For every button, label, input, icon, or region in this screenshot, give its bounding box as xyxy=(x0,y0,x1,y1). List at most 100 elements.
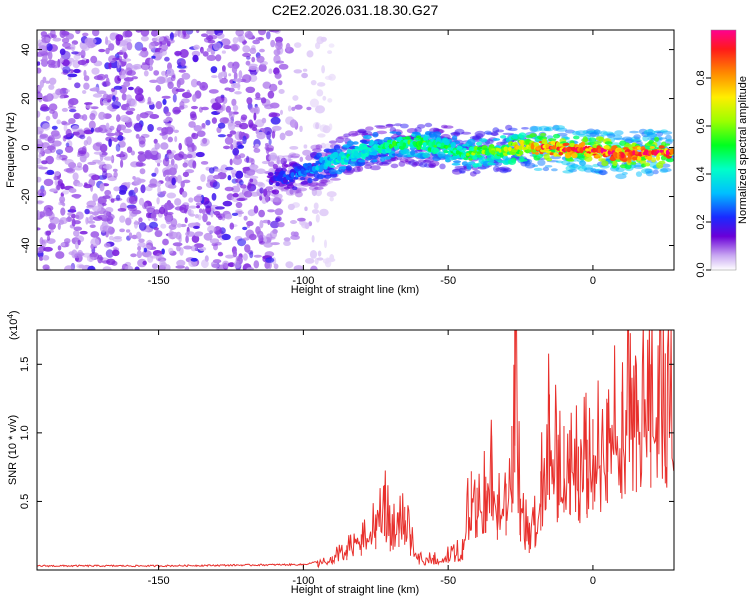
spectrogram-noise-blob xyxy=(208,167,215,174)
spectrogram-noise-blob xyxy=(249,251,254,259)
spectrogram-noise-blob xyxy=(270,242,280,246)
spectrogram-noise-blob xyxy=(210,66,218,74)
spectrogram-noise-blob xyxy=(287,105,292,112)
spectrogram-noise-blob xyxy=(167,136,173,143)
spectrogram-noise-blob xyxy=(213,210,221,216)
spectrogram-noise-blob xyxy=(253,112,257,121)
spectrogram-noise-blob xyxy=(310,265,318,270)
spectrogram-noise-blob xyxy=(180,60,186,67)
spectrogram-noise-blob xyxy=(274,73,282,79)
spectrogram-chart: -150 -100 -50 0 40 20 0 -20 -40 Height of strai… xyxy=(5,29,675,296)
spectrogram-noise-blob xyxy=(263,241,273,248)
spectrogram-noise-blob xyxy=(193,44,200,50)
spectrogram-noise-blob xyxy=(201,259,209,269)
spectrogram-noise-blob xyxy=(196,80,202,86)
spectrogram-noise-blob xyxy=(246,224,250,229)
spectrogram-ridge-blob xyxy=(429,160,440,167)
spectrogram-noise-blob xyxy=(176,223,182,228)
spectrogram-noise-blob xyxy=(265,143,269,147)
spectrogram-noise-blob xyxy=(62,66,71,74)
spectrogram-noise-blob xyxy=(268,113,276,118)
spectrogram-ridge-blob xyxy=(498,148,502,153)
spectrogram-noise-blob xyxy=(225,105,232,113)
spectrogram-ridge-blob xyxy=(279,174,283,181)
spectrogram-noise-blob xyxy=(224,186,234,192)
spectrogram-ridge-blob xyxy=(459,170,466,174)
spectrogram-noise-blob xyxy=(106,105,113,111)
snr-y-tick-label: 1.5 xyxy=(19,357,31,372)
spectrogram-noise-blob xyxy=(96,90,107,95)
spectrogram-ridge-blob xyxy=(597,148,601,154)
spectrogram-noise-blob xyxy=(256,55,265,63)
spectrogram-noise-blob xyxy=(221,50,226,54)
spectrogram-noise-blob xyxy=(265,257,275,263)
spectrogram-noise-blob xyxy=(317,250,322,257)
spectrogram-noise-blob xyxy=(130,150,135,156)
spectrogram-ridge-blob xyxy=(615,173,627,180)
spectrogram-noise-blob xyxy=(118,185,128,193)
spectrogram-noise-blob xyxy=(125,217,132,226)
spectrogram-noise-blob xyxy=(265,194,269,203)
spectrogram-noise-blob xyxy=(243,215,248,221)
spectrogram-noise-blob xyxy=(248,119,254,128)
spectrogram-ridge-blob xyxy=(290,172,295,178)
spectrogram-noise-blob xyxy=(196,130,206,137)
spectrogram-ridge-blob xyxy=(535,151,539,155)
spectrogram-noise-blob xyxy=(104,127,113,134)
spectrogram-noise-blob xyxy=(143,70,149,77)
spectrogram-noise-blob xyxy=(205,119,211,126)
spectrogram-noise-blob xyxy=(104,74,109,79)
spectrogram-noise-blob xyxy=(232,156,243,166)
spectrogram-ridge-blob xyxy=(644,162,651,167)
spectrogram-noise-blob xyxy=(244,30,253,39)
spectrogram-noise-blob xyxy=(173,153,184,161)
spectrogram-ridge-blob xyxy=(549,155,562,160)
spectrogram-noise-blob xyxy=(214,96,225,104)
spectrogram-noise-blob xyxy=(128,213,134,220)
spectrogram-noise-blob xyxy=(124,38,132,43)
spectrogram-noise-blob xyxy=(193,195,203,203)
spectrogram-ridge-blob xyxy=(428,141,433,148)
spectrogram-ridge-blob xyxy=(272,163,278,170)
spectrogram-noise-blob xyxy=(299,156,304,162)
spectrogram-ridge-blob xyxy=(472,156,478,160)
spectrogram-ridge-blob xyxy=(302,149,312,156)
spectrogram-noise-blob xyxy=(74,195,80,199)
spectrogram-noise-blob xyxy=(265,186,274,191)
spectrogram-ridge-blob xyxy=(665,149,670,156)
spectrogram-noise-blob xyxy=(151,30,159,37)
spectrogram-noise-blob xyxy=(303,144,308,149)
spectrogram-noise-blob xyxy=(270,39,276,48)
spectrogram-noise-blob xyxy=(271,130,276,139)
spectrogram-noise-blob xyxy=(174,136,178,143)
spectrogram-noise-blob xyxy=(65,89,70,93)
spectrogram-noise-blob xyxy=(269,152,278,160)
spectrogram-noise-blob xyxy=(186,154,193,159)
spectrogram-y-ticks: 40 20 0 -20 -40 xyxy=(20,43,674,253)
spectrogram-ridge-blob xyxy=(443,125,454,129)
spectrogram-noise-blob xyxy=(216,32,225,40)
spectrogram-ridge-blob xyxy=(609,156,617,162)
spectrogram-noise-blob xyxy=(37,227,41,231)
spectrogram-ridge-blob xyxy=(658,145,665,149)
spectrogram-ridge-blob xyxy=(372,159,378,162)
spectrogram-noise-blob xyxy=(293,265,304,270)
spectrogram-noise-blob xyxy=(87,37,97,45)
spectrogram-ridge-blob xyxy=(392,140,397,147)
spectrogram-ridge-blob xyxy=(580,141,586,147)
spectrogram-noise-blob xyxy=(138,217,143,223)
snr-y-tick-label: 0.5 xyxy=(19,494,31,509)
spectrogram-noise-blob xyxy=(252,39,261,45)
spectrogram-ridge-blob xyxy=(267,172,274,176)
spectrogram-noise-blob xyxy=(242,237,250,241)
spectrogram-noise-blob xyxy=(187,147,193,152)
spectrogram-ridge-blob xyxy=(295,187,308,192)
spectrogram-noise-blob xyxy=(140,184,146,194)
spectrogram-noise-blob xyxy=(170,74,176,82)
spectrogram-noise-blob xyxy=(214,206,225,210)
spectrogram-noise-blob xyxy=(92,193,98,202)
spectrogram-noise-blob xyxy=(148,42,156,50)
spectrogram-ridge-blob xyxy=(437,151,446,158)
spectrogram-ridge-blob xyxy=(457,151,461,155)
